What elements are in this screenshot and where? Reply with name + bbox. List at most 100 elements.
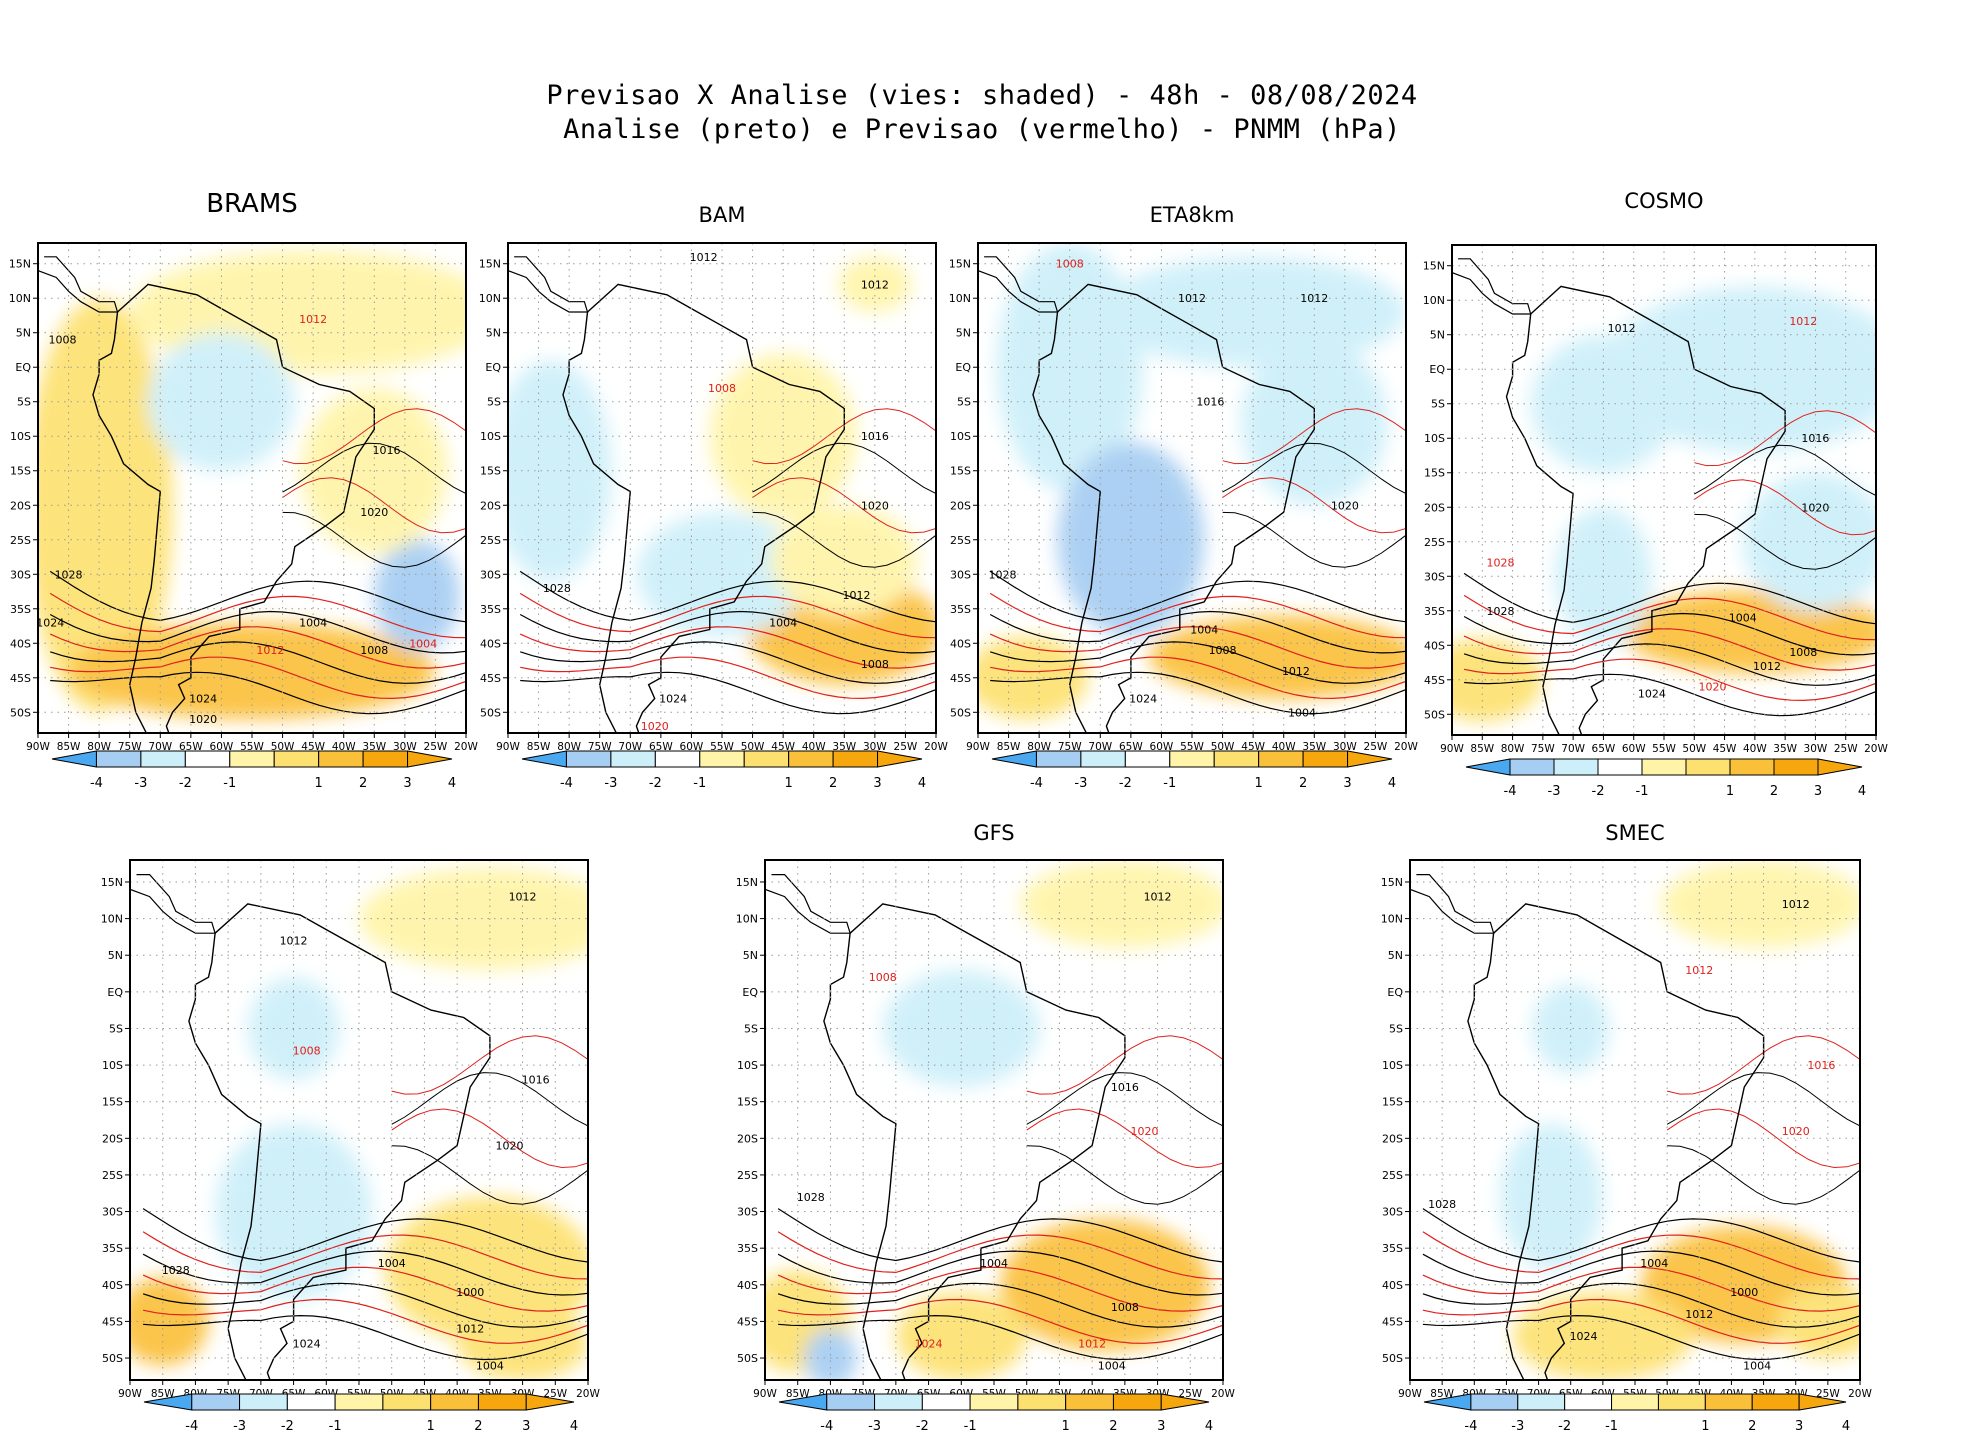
lon-tick-label: 20W [1848, 1388, 1872, 1400]
lat-tick-label: 10S [1382, 1059, 1403, 1072]
lat-tick-label: 40S [950, 637, 971, 650]
isobar-line [989, 592, 1406, 639]
colorbar-segment [140, 750, 186, 768]
colorbar-left-arrow [1465, 758, 1511, 776]
lat-tick-label: 25S [10, 534, 31, 547]
colorbar: -4 -3 -2 -1 1 2 3 4 [778, 1393, 1213, 1434]
colorbar: -4 -3 -2 -1 1 2 3 4 [991, 750, 1396, 791]
colorbar-label: 4 [1858, 784, 1866, 799]
bias-blob [709, 353, 857, 520]
contour-label: 1016 [1807, 1059, 1835, 1072]
lat-tick-label: 5N [743, 949, 758, 962]
lat-tick-label: 20S [737, 1132, 758, 1145]
lon-tick-label: 35W [1302, 741, 1326, 753]
contour-label: 1008 [293, 1044, 321, 1057]
lat-tick-label: EQ [1387, 986, 1403, 999]
lat-tick-label: 40S [737, 1279, 758, 1292]
contour-label: 1008 [861, 658, 889, 671]
colorbar-label: 2 [474, 1419, 482, 1434]
lat-tick-label: 10S [737, 1059, 758, 1072]
colorbar-label: -2 [1558, 1419, 1571, 1434]
lat-tick-label: 45S [102, 1315, 123, 1328]
contour-label: 1008 [708, 382, 736, 395]
panel-field: 1008 1012 1016 1020 1028 1024 1004 1008 1012 1024… [36, 243, 466, 733]
contour-label: 1020 [495, 1140, 523, 1153]
isobar-line [1694, 479, 1876, 536]
lat-tick-label: 30S [737, 1206, 758, 1219]
lat-tick-label: 5S [109, 1022, 123, 1035]
isobar-line [1422, 1250, 1860, 1296]
lon-tick-label: 80W [87, 741, 111, 753]
isobar-line [990, 671, 1406, 715]
panel-title: COSMO [1624, 189, 1703, 213]
lat-tick-label: 20S [102, 1132, 123, 1145]
coastline-central-america [765, 873, 851, 934]
lon-tick-label: 25W [1816, 1388, 1840, 1400]
contour-label: 1012 [1685, 1308, 1713, 1321]
bias-blob [508, 360, 612, 582]
lon-tick-label: 75W [1531, 743, 1555, 755]
colorbar-segment [239, 1393, 288, 1411]
lon-tick-label: 65W [1592, 743, 1616, 755]
isobar-line [777, 1231, 1223, 1280]
lat-tick-label: 5S [744, 1022, 758, 1035]
lon-tick-label: 45W [301, 741, 325, 753]
lat-tick-label: 25S [950, 534, 971, 547]
contour-label: 1012 [299, 313, 327, 326]
lat-tick-label: 5S [1431, 398, 1445, 411]
contour-label: 1024 [659, 692, 687, 705]
panel-field: 1012 1012 1016 1020 1028 1028 1004 1008 1012 1024… [1452, 245, 1876, 735]
colorbar-segment [788, 750, 834, 768]
lat-tick-label: 30S [480, 568, 501, 581]
lat-tick-label: 20S [1424, 501, 1445, 514]
colorbar-label: -3 [134, 776, 147, 791]
colorbar-segment [1597, 758, 1643, 776]
contour-label: 1012 [1144, 891, 1172, 904]
colorbar-label: 1 [1255, 776, 1263, 791]
colorbar-segment [1773, 758, 1819, 776]
lon-tick-label: 45W [1713, 743, 1737, 755]
colorbar-label: -3 [868, 1419, 881, 1434]
colorbar-label: 1 [1726, 784, 1734, 799]
colorbar-label: -4 [1030, 776, 1043, 791]
contour-label: 1020 [1331, 499, 1359, 512]
colorbar-segment [1751, 1393, 1800, 1411]
lat-tick-label: 50S [480, 706, 501, 719]
graticule [765, 860, 1223, 1380]
contour-label: 1024 [36, 617, 64, 630]
colorbar-label: 2 [829, 776, 837, 791]
contour-label: 1004 [476, 1359, 504, 1372]
isobar-line [1464, 673, 1876, 717]
lon-tick-label: 90W [496, 741, 520, 753]
lat-tick-label: 10N [101, 913, 123, 926]
lat-tick-label: 15N [479, 258, 501, 271]
contour-label: 1008 [360, 644, 388, 657]
map-panel-cosmo: COSMO 10121012101610201028102810041008101… [1423, 189, 1889, 799]
graticule [1410, 860, 1860, 1380]
colorbar-segment [1611, 1393, 1659, 1411]
isobar-line [1463, 572, 1876, 625]
lat-tick-label: 25S [102, 1169, 123, 1182]
contour-label: 1020 [360, 506, 388, 519]
panel-field: 1008 1012 1012 1016 1020 1028 1004 1008 1012 1024… [978, 243, 1406, 733]
coastline-central-america [978, 256, 1059, 313]
map-panel-unnamed: 1012 1012 1008 1016 1020 1028 1004 1000 1012 1024… [101, 859, 600, 1434]
lat-tick-label: 10S [1424, 432, 1445, 445]
lat-tick-label: 5N [956, 327, 971, 340]
map-panel-bam: BAM1012101210081016102010281004100810121… [479, 203, 949, 791]
lat-tick-label: 15S [480, 465, 501, 478]
isobar-line [989, 626, 1406, 669]
lon-tick-label: 25W [1364, 741, 1388, 753]
lon-tick-label: 90W [118, 1388, 142, 1400]
lat-tick-label: 15S [10, 465, 31, 478]
isobar-line [519, 626, 936, 669]
lat-tick-label: 15N [1423, 260, 1445, 273]
colorbar-label: 4 [570, 1419, 578, 1434]
lat-tick-label: 5S [1389, 1022, 1403, 1035]
lat-tick-label: 5S [957, 396, 971, 409]
contour-label: 1028 [1428, 1198, 1456, 1211]
lat-tick-label: 40S [1424, 639, 1445, 652]
contour-label: 1028 [1486, 556, 1514, 569]
